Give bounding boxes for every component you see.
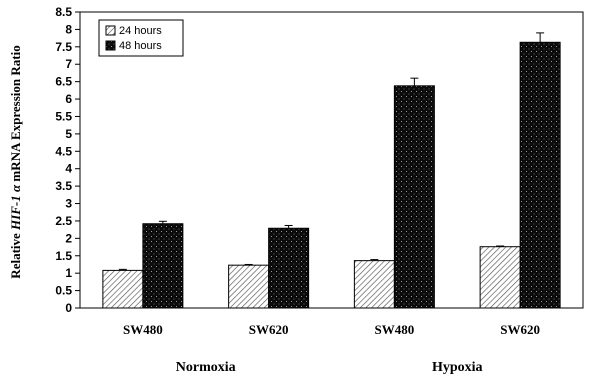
x-tick-label: SW620 [500, 322, 540, 337]
x-axis-labels: SW480 SW620 SW480 SW620 [123, 322, 540, 337]
y-tick-label: 5.5 [55, 109, 72, 123]
y-tick-label: 2 [65, 231, 72, 245]
y-tick-label: 0.5 [55, 284, 72, 298]
group-label: Normoxia [176, 360, 236, 375]
y-tick-label: 5 [65, 127, 72, 141]
y-tick-label: 2.5 [55, 214, 72, 228]
legend-label-24-hours: 24 hours [119, 25, 162, 37]
y-tick-label: 8.5 [55, 5, 72, 19]
plot-area-frame [79, 11, 584, 309]
y-tick-label: 0 [65, 301, 72, 315]
bar-24-hours-2 [353, 260, 395, 309]
legend-swatch-24-hours [105, 25, 116, 36]
bar-48-hours-2 [393, 85, 435, 309]
group-label: Hypoxia [432, 360, 483, 375]
y-tick-label: 4 [65, 162, 72, 176]
bar-48-hours-1 [268, 227, 310, 309]
bar-24-hours-1 [228, 264, 270, 309]
y-axis: 0 0.5 1 1.5 2 2.5 3 3.5 4 4.5 5 5.5 6 6.5 7 7.5 8 8.5 [55, 5, 80, 315]
y-tick-label: 8 [65, 22, 72, 36]
y-tick-label: 7.5 [55, 40, 72, 54]
x-tick-label: SW620 [249, 322, 289, 337]
bar-24-hours-0 [102, 269, 144, 309]
x-tick-label: SW480 [123, 322, 163, 337]
plot-border [79, 11, 584, 309]
y-tick-label: 6.5 [55, 75, 72, 89]
y-tick-label: 3 [65, 197, 72, 211]
legend-label-48-hours: 48 hours [119, 40, 162, 52]
y-tick-label: 6 [65, 92, 72, 106]
group-labels: Normoxia Hypoxia [176, 360, 483, 375]
y-tick-label: 4.5 [55, 144, 72, 158]
bars [102, 32, 561, 309]
y-tick-label: 1 [65, 266, 72, 280]
y-tick-label: 3.5 [55, 179, 72, 193]
x-tick-label: SW480 [375, 322, 415, 337]
legend-swatch-48-hours [105, 40, 116, 51]
bar-48-hours-3 [519, 41, 561, 309]
bar-48-hours-0 [142, 223, 184, 309]
legend: 24 hours 48 hours [98, 19, 184, 57]
y-axis-label: Relative HIF-1 α mRNA Expression Ratio [8, 45, 23, 278]
y-tick-label: 7 [65, 57, 72, 71]
y-tick-label: 1.5 [55, 249, 72, 263]
bar-24-hours-3 [479, 246, 521, 309]
